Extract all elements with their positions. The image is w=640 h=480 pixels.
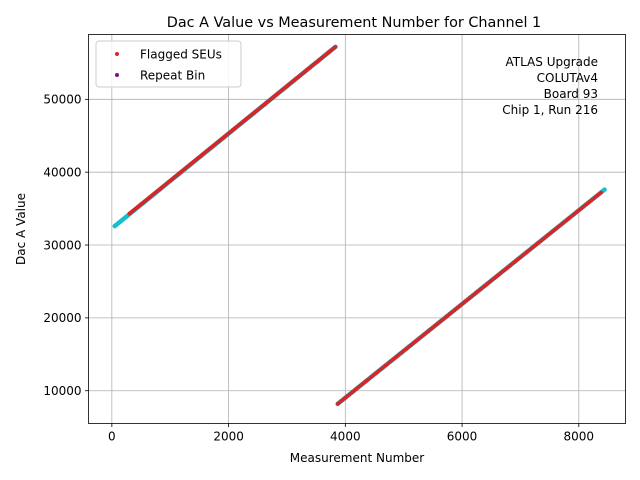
legend-box [95,40,242,88]
y-axis-label: Dac A Value [14,193,28,265]
y-tick-label: 30000 [43,238,81,252]
y-tick-label: 40000 [43,165,81,179]
x-axis-ticks: 0 2000 4000 6000 8000 [108,423,595,444]
x-tick-label: 6000 [447,430,478,444]
data-point [333,44,338,49]
data-point [602,187,607,192]
legend-marker-flagged-seus [115,52,119,56]
x-tick-label: 8000 [564,430,595,444]
x-tick-label: 4000 [330,430,361,444]
x-tick-label: 0 [108,430,116,444]
y-tick-label: 50000 [43,93,81,107]
legend-marker-repeat-bin [115,73,119,77]
y-tick-label: 10000 [43,384,81,398]
y-axis-ticks: 10000 20000 30000 40000 50000 [43,93,89,398]
legend-label-flagged-seus: Flagged SEUs [140,48,222,62]
annotation: ATLAS Upgrade COLUTAv4 Board 93 Chip 1, … [502,55,598,117]
data-point [599,190,603,195]
x-tick-label: 2000 [213,430,244,444]
x-axis-label: Measurement Number [290,451,424,465]
annotation-line-3: Board 93 [544,87,598,101]
y-tick-label: 20000 [43,311,81,325]
annotation-line-2: COLUTAv4 [537,71,598,85]
data-points [112,44,607,407]
plot-frame [88,34,626,424]
annotation-line-1: ATLAS Upgrade [505,55,598,69]
legend-label-repeat-bin: Repeat Bin [140,69,205,83]
annotation-line-4: Chip 1, Run 216 [502,103,598,117]
legend: Flagged SEUs Repeat Bin [95,40,242,88]
chart-title: Dac A Value vs Measurement Number for Ch… [167,15,541,31]
